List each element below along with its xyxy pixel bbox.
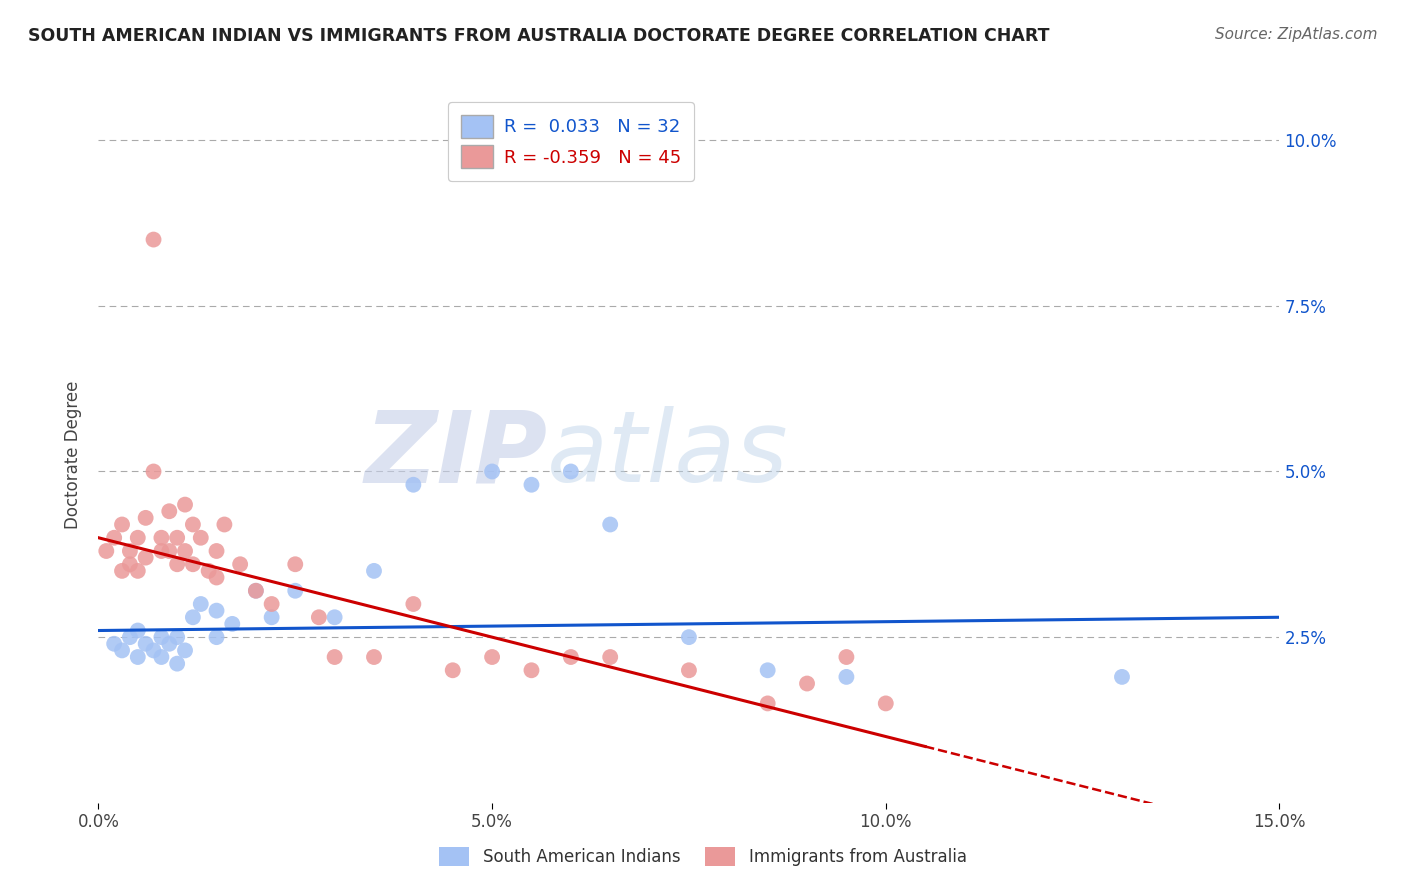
Point: [481, 465, 503, 479]
Point: [142, 643, 165, 657]
Point: [142, 465, 165, 479]
Text: atlas: atlas: [547, 407, 789, 503]
Point: [166, 531, 188, 545]
Point: [174, 544, 197, 558]
Point: [127, 531, 149, 545]
Point: [363, 650, 385, 665]
Point: [214, 517, 236, 532]
Point: [205, 570, 228, 584]
Point: [245, 583, 267, 598]
Text: ZIP: ZIP: [364, 407, 547, 503]
Point: [678, 630, 700, 644]
Point: [197, 564, 219, 578]
Point: [157, 544, 180, 558]
Point: [190, 597, 212, 611]
Point: [166, 558, 188, 572]
Point: [135, 550, 157, 565]
Point: [520, 663, 543, 677]
Point: [245, 583, 267, 598]
Point: [284, 558, 307, 572]
Legend: South American Indians, Immigrants from Australia: South American Indians, Immigrants from …: [432, 838, 974, 875]
Point: [560, 465, 582, 479]
Point: [756, 663, 779, 677]
Y-axis label: Doctorate Degree: Doctorate Degree: [65, 381, 83, 529]
Point: [157, 637, 180, 651]
Point: [181, 610, 204, 624]
Point: [181, 558, 204, 572]
Point: [402, 477, 425, 491]
Point: [678, 663, 700, 677]
Point: [520, 477, 543, 491]
Point: [127, 624, 149, 638]
Point: [127, 650, 149, 665]
Point: [174, 498, 197, 512]
Point: [135, 511, 157, 525]
Point: [205, 544, 228, 558]
Point: [190, 531, 212, 545]
Point: [111, 643, 134, 657]
Point: [363, 564, 385, 578]
Point: [205, 630, 228, 644]
Text: SOUTH AMERICAN INDIAN VS IMMIGRANTS FROM AUSTRALIA DOCTORATE DEGREE CORRELATION : SOUTH AMERICAN INDIAN VS IMMIGRANTS FROM…: [28, 27, 1050, 45]
Point: [205, 604, 228, 618]
Point: [402, 597, 425, 611]
Point: [756, 697, 779, 711]
Point: [481, 650, 503, 665]
Point: [599, 650, 621, 665]
Point: [835, 650, 858, 665]
Point: [875, 697, 897, 711]
Point: [135, 637, 157, 651]
Point: [142, 233, 165, 247]
Point: [323, 610, 346, 624]
Point: [150, 544, 173, 558]
Point: [284, 583, 307, 598]
Point: [157, 504, 180, 518]
Point: [118, 630, 141, 644]
Point: [103, 637, 125, 651]
Point: [599, 517, 621, 532]
Point: [181, 517, 204, 532]
Point: [150, 630, 173, 644]
Point: [260, 597, 283, 611]
Point: [221, 616, 243, 631]
Point: [127, 564, 149, 578]
Point: [103, 531, 125, 545]
Point: [796, 676, 818, 690]
Point: [560, 650, 582, 665]
Point: [1111, 670, 1133, 684]
Point: [118, 558, 141, 572]
Point: [118, 544, 141, 558]
Point: [111, 517, 134, 532]
Legend: R =  0.033   N = 32, R = -0.359   N = 45: R = 0.033 N = 32, R = -0.359 N = 45: [449, 103, 693, 181]
Point: [260, 610, 283, 624]
Point: [166, 630, 188, 644]
Text: Source: ZipAtlas.com: Source: ZipAtlas.com: [1215, 27, 1378, 42]
Point: [150, 531, 173, 545]
Point: [150, 650, 173, 665]
Point: [323, 650, 346, 665]
Point: [111, 564, 134, 578]
Point: [308, 610, 330, 624]
Point: [229, 558, 252, 572]
Point: [835, 670, 858, 684]
Point: [166, 657, 188, 671]
Point: [441, 663, 464, 677]
Point: [96, 544, 118, 558]
Point: [174, 643, 197, 657]
